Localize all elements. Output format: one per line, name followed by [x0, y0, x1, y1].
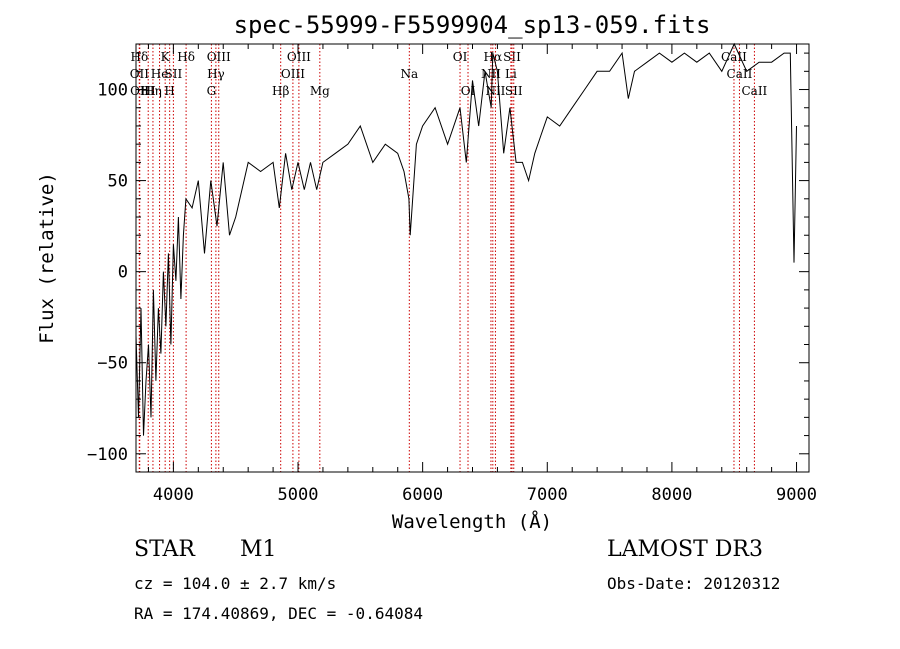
- spectral-line-label: SII: [165, 67, 183, 81]
- spectral-line-label: OIII: [207, 50, 231, 64]
- object-subclass: M1: [240, 537, 277, 562]
- y-tick-label: 50: [108, 172, 128, 192]
- spectral-line-label: K: [161, 50, 171, 64]
- spectrum-series: [135, 42, 797, 436]
- spectral-line-label: Li: [505, 67, 517, 81]
- spectral-line-label: OIII: [281, 67, 305, 81]
- spectral-line-label: Hδ: [177, 50, 195, 64]
- x-tick-label: 4000: [153, 485, 194, 505]
- survey-name: LAMOST DR3: [607, 537, 763, 562]
- y-tick-label: −100: [87, 445, 128, 465]
- spectral-line-label: OIII: [287, 50, 311, 64]
- redshift-velocity: cz = 104.0 ± 2.7 km/s: [134, 574, 337, 593]
- spectral-line-label: Hδ: [131, 50, 149, 64]
- spectrum-chart: spec-55999-F5599904_sp13-059.fits Hδ OII O…: [36, 11, 817, 533]
- spectral-line-label: Na: [400, 67, 418, 81]
- spectral-line-label: Mg: [310, 84, 330, 98]
- spectral-line-label: Hγ: [207, 67, 225, 81]
- spectral-line-label: H: [164, 84, 174, 98]
- spectral-line-label: NII: [485, 84, 505, 98]
- x-tick-label: 7000: [527, 485, 568, 505]
- spectral-line-label: SII: [505, 84, 523, 98]
- spectral-line-label: He: [151, 67, 169, 81]
- sky-coordinates: RA = 174.40869, DEC = -0.64084: [134, 604, 423, 623]
- spectral-line-label: CaII: [721, 50, 747, 64]
- spectrum-line: [135, 42, 797, 436]
- spectral-line-label: G: [207, 84, 217, 98]
- x-axis-label: Wavelength (Å): [392, 510, 552, 533]
- y-axis: −100 −50 0 50 100: [87, 52, 809, 473]
- spectral-line-label: OI: [453, 50, 468, 64]
- y-tick-label: 0: [118, 263, 128, 283]
- y-tick-label: −50: [97, 354, 128, 374]
- spectral-line-label: Hη: [144, 84, 162, 98]
- spectral-line-label: Hβ: [272, 84, 289, 98]
- spectral-line-label: CaII: [741, 84, 767, 98]
- y-tick-label: 100: [97, 81, 128, 101]
- observation-date: Obs-Date: 20120312: [607, 574, 781, 593]
- x-tick-label: 6000: [402, 485, 443, 505]
- x-tick-label: 8000: [651, 485, 692, 505]
- chart-title: spec-55999-F5599904_sp13-059.fits: [234, 11, 711, 39]
- x-tick-label: 5000: [278, 485, 319, 505]
- spectral-line-label: CaII: [727, 67, 753, 81]
- spectral-line-label: SII: [503, 50, 521, 64]
- spectral-line-label: HI: [141, 84, 156, 98]
- spectral-line-label: OII: [130, 67, 150, 81]
- x-axis: 4000 5000 6000 7000 8000 9000: [147, 44, 817, 505]
- object-class: STAR: [134, 537, 195, 562]
- x-tick-label: 9000: [776, 485, 817, 505]
- y-axis-label: Flux (relative): [36, 172, 58, 344]
- spectral-line-label: OII: [130, 84, 150, 98]
- plot-frame: [135, 43, 810, 473]
